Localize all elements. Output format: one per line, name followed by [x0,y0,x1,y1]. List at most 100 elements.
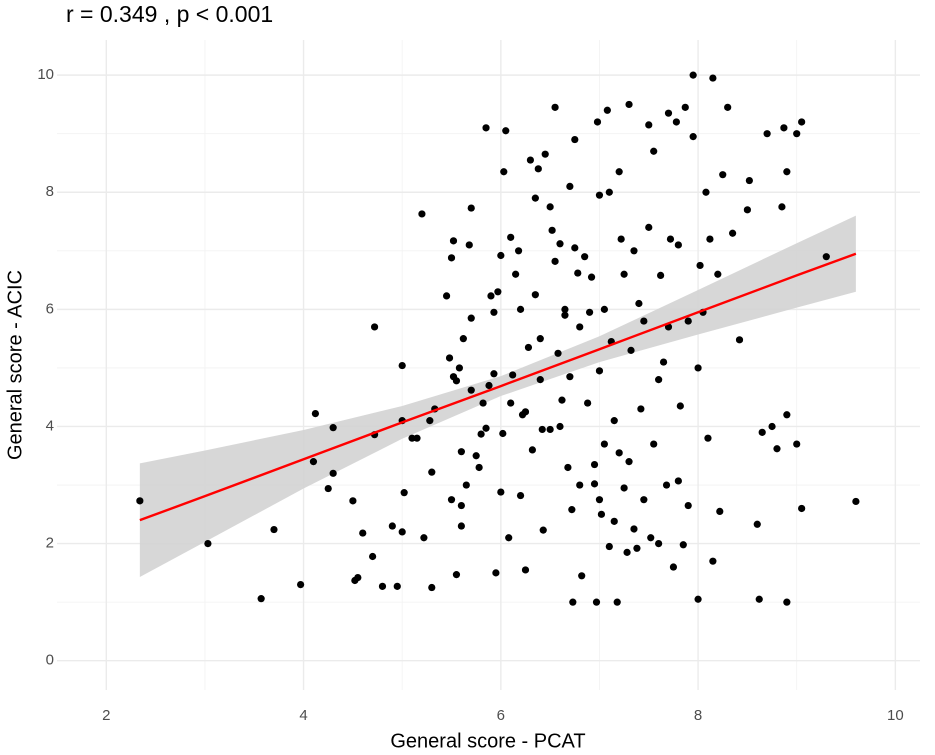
point [566,182,574,190]
point [400,489,408,497]
point [490,370,498,378]
point [492,569,500,577]
point [719,171,727,179]
point [587,273,596,281]
point [593,118,602,126]
point [645,121,653,129]
point [516,491,525,500]
point [574,269,582,277]
point [798,504,806,513]
point [551,257,559,265]
point [442,292,451,300]
point [666,235,675,243]
point [309,458,318,466]
point [590,460,599,469]
point [706,235,714,243]
point [613,598,621,606]
x-tick-label: 10 [887,707,904,724]
point [490,308,498,316]
fit-line [139,252,857,522]
point [662,481,671,489]
point [408,434,416,442]
point [576,481,584,489]
point [556,422,564,431]
point [398,528,406,536]
point [479,399,487,407]
point [620,270,628,278]
point [524,343,533,352]
point [536,335,544,343]
point [359,529,367,537]
point [753,520,761,528]
point [724,103,732,111]
point [783,411,791,419]
point [558,396,566,404]
point [702,188,710,196]
point [378,582,387,590]
point [627,346,635,354]
point [467,386,475,394]
point [758,428,766,436]
point [546,203,554,211]
point [637,405,645,413]
point [664,109,673,117]
point [597,510,606,518]
point [475,463,483,472]
point [625,458,633,466]
point [778,203,786,211]
point [650,147,658,155]
point [783,598,791,606]
point [512,270,520,278]
point [566,373,574,381]
point [569,598,577,606]
point [684,317,692,325]
point [595,191,604,199]
point [623,548,631,556]
point [655,540,663,548]
point [633,544,641,552]
point [610,417,618,425]
point [852,497,860,506]
point [595,367,604,375]
point [735,336,744,344]
point [694,364,702,372]
point [539,526,547,534]
point [329,424,337,432]
point [696,261,704,270]
point [689,71,697,79]
point [554,349,562,357]
point [630,525,638,533]
x-axis-title: General score - PCAT [390,730,585,752]
y-tick-label: 4 [46,417,54,434]
point [578,572,586,580]
point [447,254,456,262]
point [561,311,569,319]
point [369,552,377,561]
point [505,534,513,542]
point [568,506,576,514]
point [521,566,530,574]
y-axis-title: General score - ACIC [4,270,26,460]
point [270,525,278,534]
point [514,247,523,255]
point [605,188,613,196]
x-tick-label: 4 [299,707,307,724]
point [676,402,684,410]
point [650,440,658,448]
point [526,156,535,164]
point [571,244,579,252]
point [467,204,475,212]
point [645,223,653,231]
point [536,376,544,384]
point [798,118,806,126]
point [297,580,305,589]
point [477,430,485,438]
point [531,291,539,299]
point [689,133,697,141]
point [714,270,722,278]
point [354,573,362,582]
point [204,540,212,548]
point [610,517,618,525]
